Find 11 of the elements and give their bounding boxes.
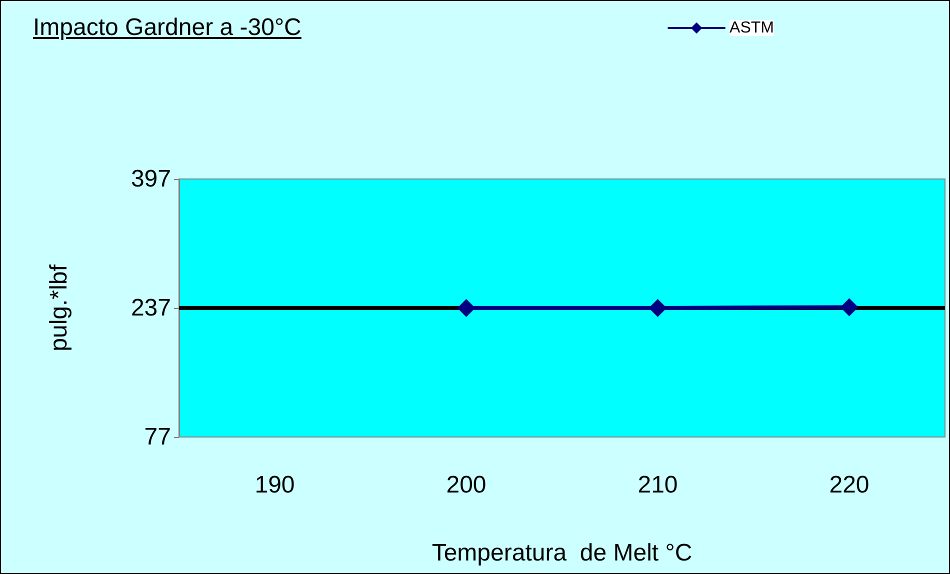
y-tick-label: 237 <box>130 294 171 322</box>
y-tick-label: 77 <box>144 424 171 450</box>
y-tick-label: 397 <box>130 166 171 192</box>
chart-title: Impacto Gardner a -30°C <box>33 14 302 42</box>
x-tick-label: 190 <box>254 472 295 498</box>
x-axis-title: Temperatura de Melt °C <box>432 540 692 566</box>
x-tick-label: 200 <box>446 472 486 498</box>
y-axis-title: pulg.*lbf <box>46 264 72 352</box>
x-tick-label: 210 <box>638 472 678 498</box>
legend-label: ASTM <box>730 20 774 36</box>
x-tick-label: 220 <box>829 472 870 498</box>
